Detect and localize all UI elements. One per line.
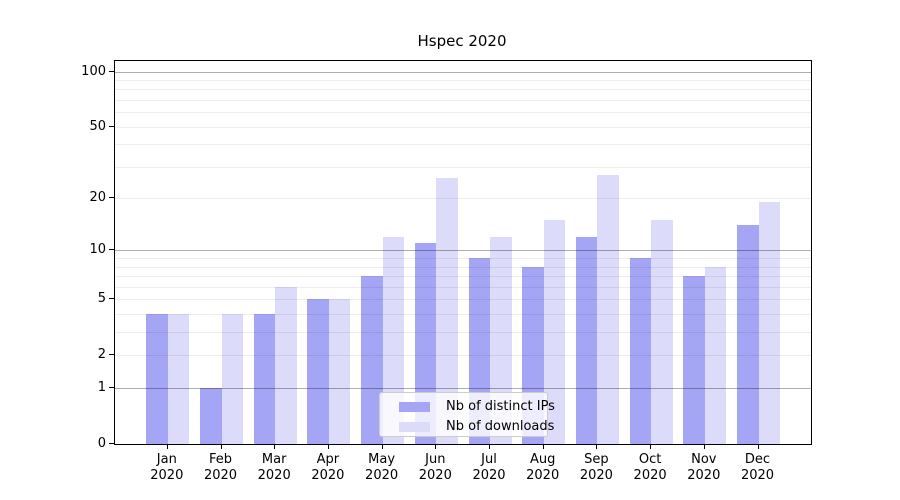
- legend-item-downloads: Nb of downloads: [399, 417, 554, 436]
- ips-bar-jan: [146, 314, 168, 444]
- downloads-bar-jun: [436, 178, 458, 444]
- ips-bar-nov: [683, 276, 705, 444]
- x-tick-mark-jul: [489, 444, 490, 449]
- x-tick-mark-jun: [435, 444, 437, 449]
- ips-bar-apr: [307, 299, 329, 444]
- downloads-bar-nov: [704, 266, 727, 444]
- downloads-bar-aug: [543, 220, 566, 444]
- legend-swatch-ips: [399, 401, 430, 412]
- x-tick-mark-aug: [542, 444, 544, 449]
- downloads-bar-feb: [221, 314, 243, 444]
- legend-item-distinct-ips: Nb of distinct IPs: [399, 397, 555, 416]
- x-tick-mark-apr: [327, 444, 329, 449]
- y-tick-mark-2: [109, 354, 114, 356]
- y-tick-mark-1: [109, 387, 114, 389]
- x-tick-mark-sep: [596, 444, 598, 449]
- x-axis-tick-label-apr: Apr 2020: [311, 452, 345, 483]
- x-tick-mark-mar: [274, 444, 276, 449]
- bars-layer: [115, 61, 811, 444]
- y-axis-tick-label-20: 20: [89, 190, 106, 206]
- ips-bar-may: [361, 276, 383, 444]
- legend: Nb of distinct IPs Nb of downloads: [379, 392, 555, 437]
- x-axis-tick-label-feb: Feb 2020: [203, 452, 238, 483]
- x-tick-mark-nov: [703, 444, 705, 449]
- x-axis-tick-label-jun: Jun 2020: [418, 452, 452, 483]
- downloads-bar-apr: [328, 299, 351, 444]
- y-axis-tick-label-1: 1: [97, 380, 106, 396]
- x-axis-tick-label-jul: Jul 2020: [472, 452, 506, 483]
- ips-bar-sep: [575, 237, 598, 444]
- chart-title: Hspec 2020: [417, 32, 507, 50]
- x-tick-mark-jan: [166, 444, 168, 449]
- y-tick-mark-5: [109, 298, 114, 300]
- y-axis-tick-label-2: 2: [97, 347, 106, 363]
- y-tick-mark-50: [109, 125, 114, 127]
- y-axis-tick-label-10: 10: [89, 242, 106, 258]
- y-tick-mark-100: [109, 70, 114, 72]
- y-axis-tick-label-50: 50: [89, 118, 106, 134]
- x-tick-mark-oct: [650, 444, 652, 449]
- downloads-bar-jan: [167, 314, 190, 444]
- legend-label-ips: Nb of distinct IPs: [446, 399, 555, 414]
- x-tick-mark-dec: [757, 444, 759, 449]
- x-axis-tick-label-jan: Jan 2020: [150, 452, 184, 483]
- legend-label-downloads: Nb of downloads: [446, 419, 555, 434]
- ips-bar-mar: [253, 314, 276, 444]
- y-axis-tick-label-100: 100: [81, 63, 106, 79]
- x-axis-tick-label-aug: Aug 2020: [526, 452, 560, 483]
- legend-swatch-downloads: [399, 421, 430, 432]
- downloads-bar-mar: [275, 286, 297, 444]
- downloads-bar-dec: [758, 202, 780, 444]
- x-tick-mark-may: [381, 444, 383, 449]
- y-tick-mark-0: [109, 443, 114, 444]
- x-axis-tick-label-may: May 2020: [365, 452, 399, 483]
- x-axis-tick-label-dec: Dec 2020: [740, 452, 775, 483]
- x-axis-tick-label-nov: Nov 2020: [687, 452, 721, 483]
- x-tick-mark-feb: [220, 444, 222, 449]
- x-axis-tick-label-mar: Mar 2020: [257, 452, 291, 483]
- downloads-bar-oct: [651, 220, 673, 444]
- plot-area: [114, 60, 812, 445]
- y-axis-tick-label-0: 0: [97, 436, 106, 451]
- x-axis-tick-label-oct: Oct 2020: [633, 452, 667, 483]
- y-axis-tick-label-5: 5: [97, 291, 106, 307]
- ips-bar-oct: [629, 258, 652, 444]
- ips-bar-dec: [737, 225, 759, 444]
- y-tick-mark-20: [109, 197, 114, 199]
- y-tick-mark-10: [109, 249, 114, 251]
- ips-bar-feb: [200, 388, 222, 444]
- downloads-bar-sep: [597, 175, 619, 444]
- x-axis-tick-label-sep: Sep 2020: [579, 452, 613, 483]
